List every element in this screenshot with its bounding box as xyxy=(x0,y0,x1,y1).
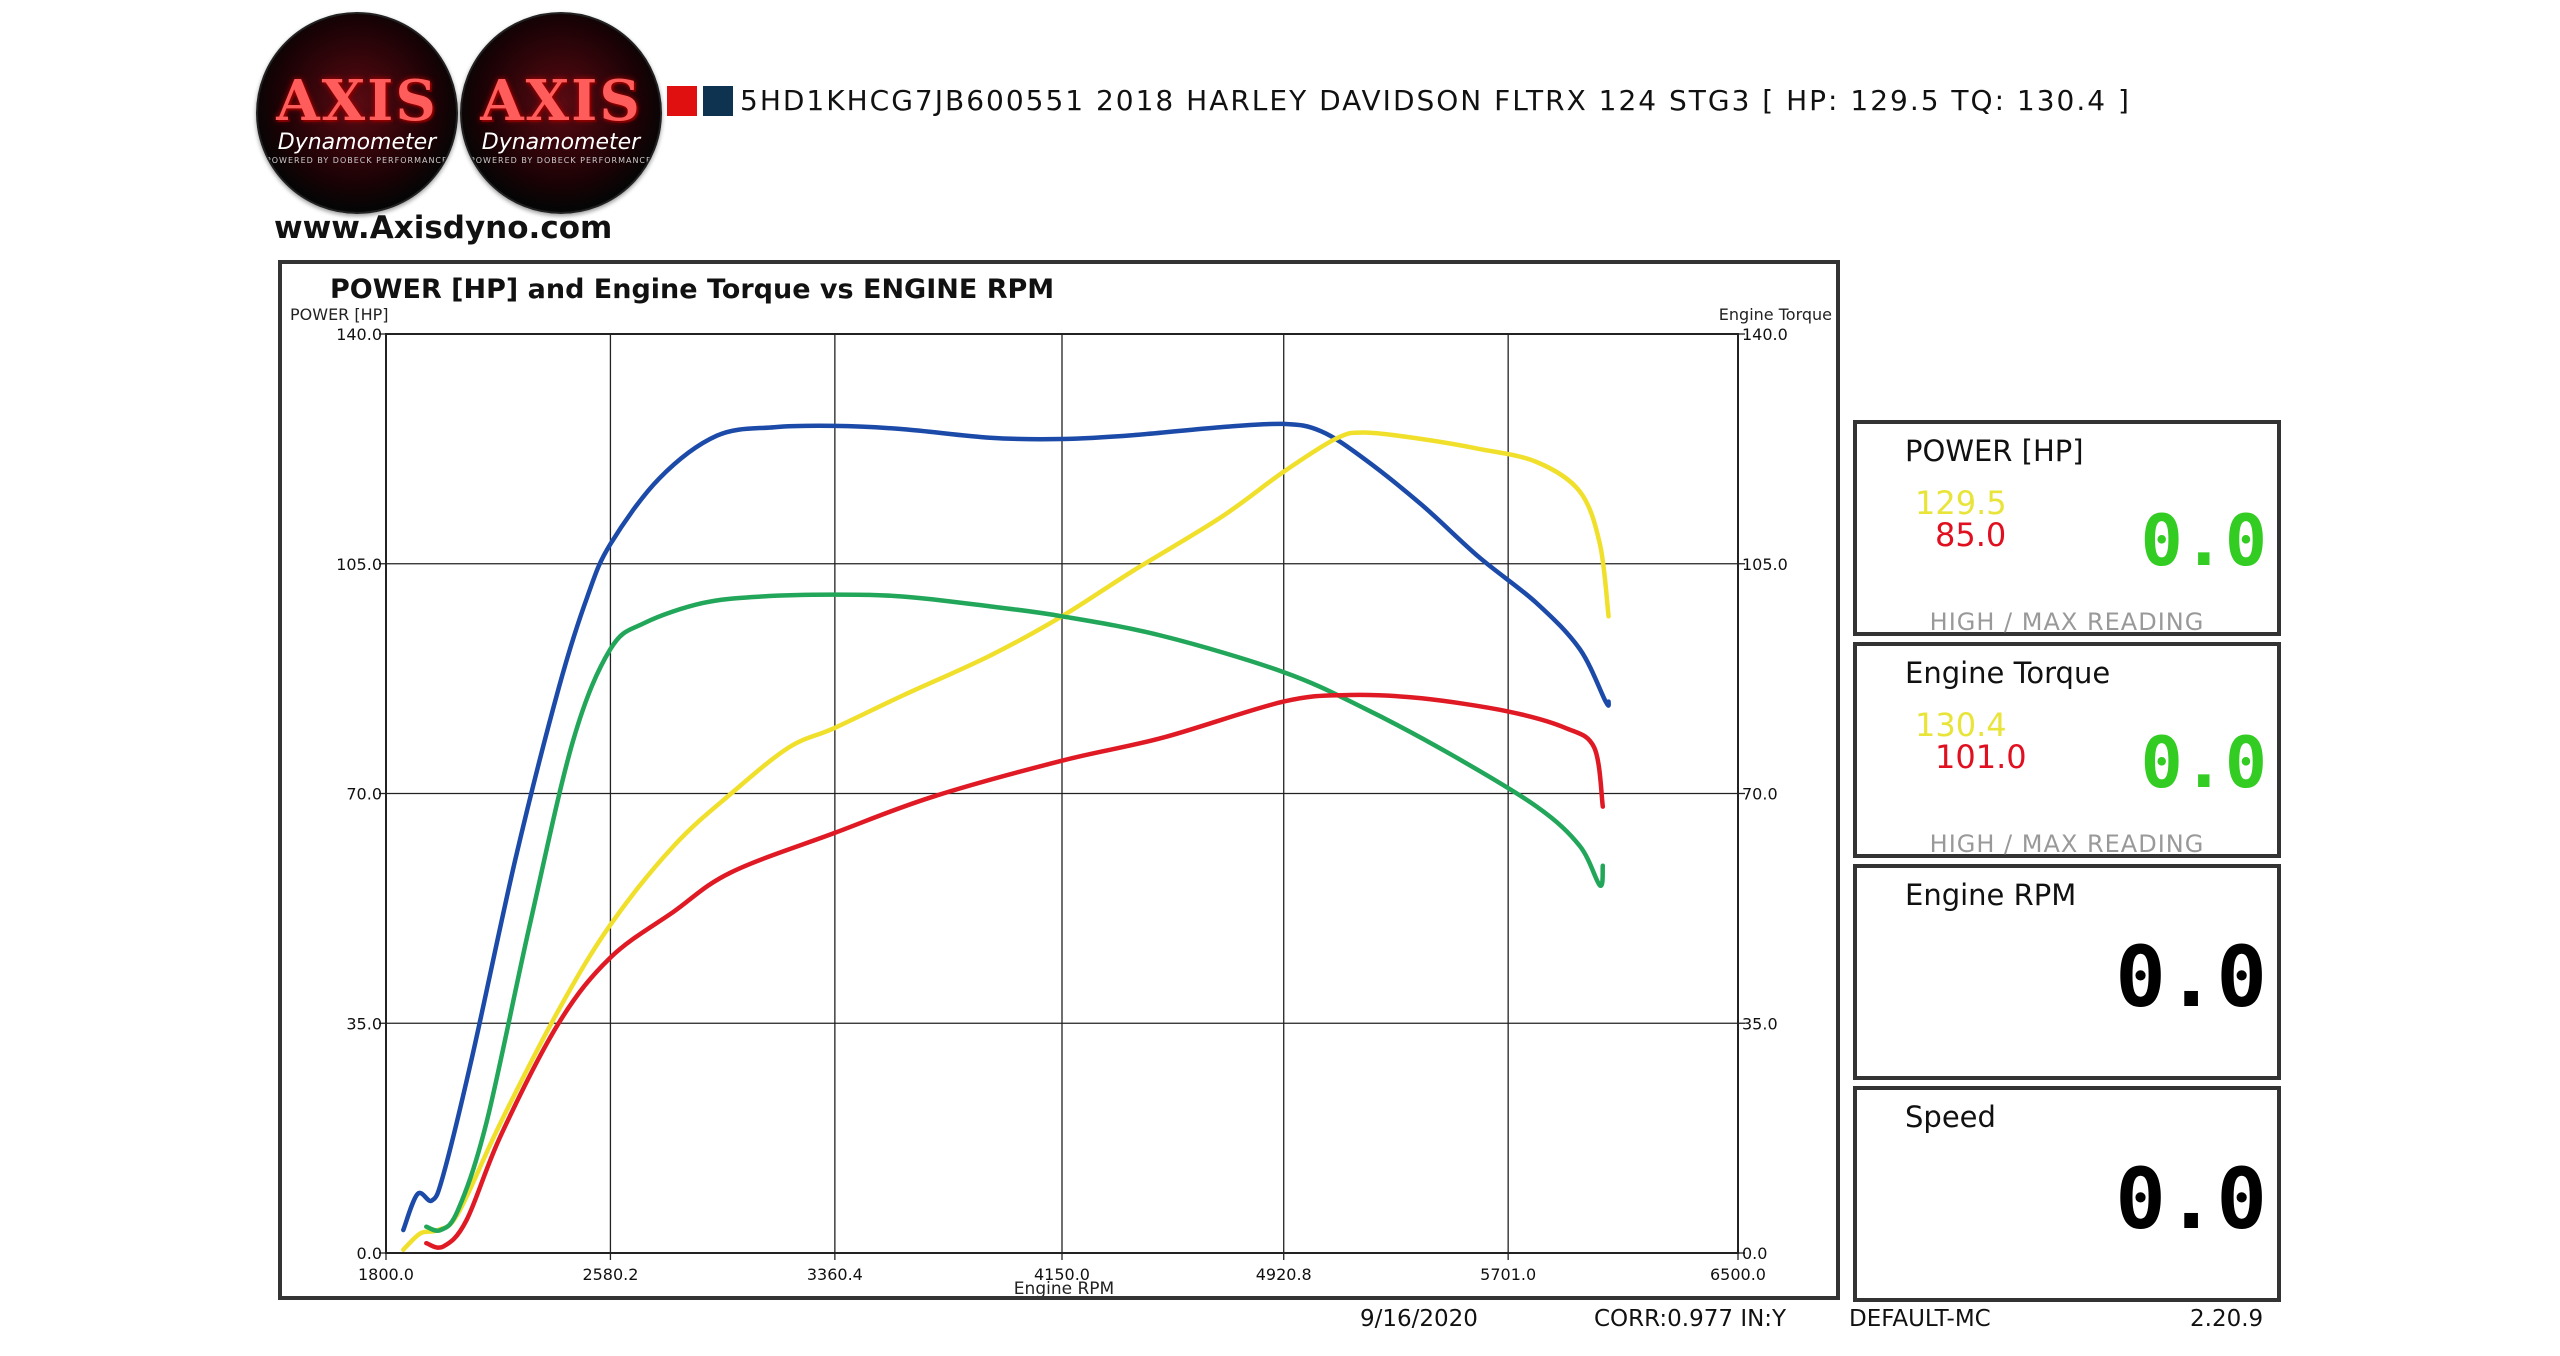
power-high-reading: 129.5 xyxy=(1915,484,2007,522)
run-title: 5HD1KHCG7JB600551 2018 HARLEY DAVIDSON F… xyxy=(740,84,2131,117)
y-tick-label: 0.0 xyxy=(357,1244,382,1263)
y2-tick-label: 105.0 xyxy=(1742,555,1788,574)
speed-panel-title: Speed xyxy=(1905,1100,1996,1134)
torque-panel: Engine Torque 130.4 101.0 0.0 HIGH / MAX… xyxy=(1853,642,2281,858)
x-tick-label: 5701.0 xyxy=(1480,1265,1536,1284)
logo-tagline: POWERED BY DOBECK PERFORMANCE xyxy=(265,156,449,165)
power-live-value: 0.0 xyxy=(2140,500,2267,582)
y-axis-label-left: POWER [HP] xyxy=(290,305,389,324)
series-line-blue xyxy=(401,421,1612,1233)
series-line-yellow xyxy=(401,430,1611,1252)
y2-tick-label: 70.0 xyxy=(1742,785,1778,804)
torque-live-value: 0.0 xyxy=(2140,722,2267,804)
chart-title: POWER [HP] and Engine Torque vs ENGINE R… xyxy=(330,274,1054,305)
speed-panel: Speed 0.0 xyxy=(1853,1086,2281,1302)
x-tick-label: 6500.0 xyxy=(1710,1265,1766,1284)
y2-tick-label: 140.0 xyxy=(1742,325,1788,344)
x-tick-label: 1800.0 xyxy=(358,1265,414,1284)
run-color-swatch-blue xyxy=(703,86,733,116)
series-line-green xyxy=(424,592,1606,1233)
x-tick-label: 3360.4 xyxy=(807,1265,863,1284)
x-tick-label: 4920.8 xyxy=(1256,1265,1312,1284)
axis-logo-right: AXIS Dynamometer POWERED BY DOBECK PERFO… xyxy=(460,12,662,214)
torque-panel-footer: HIGH / MAX READING xyxy=(1929,830,2205,858)
x-axis-label: Engine RPM xyxy=(1014,1279,1114,1296)
power-panel-footer: HIGH / MAX READING xyxy=(1929,608,2205,636)
rpm-panel-title: Engine RPM xyxy=(1905,878,2077,912)
x-tick-label: 4150.0 xyxy=(1034,1265,1090,1284)
rpm-live-value: 0.0 xyxy=(2115,928,2267,1026)
y2-tick-label: 0.0 xyxy=(1742,1244,1767,1263)
dyno-chart-frame: POWER [HP] and Engine Torque vs ENGINE R… xyxy=(278,260,1840,1300)
torque-panel-title: Engine Torque xyxy=(1905,656,2111,690)
power-panel: POWER [HP] 129.5 85.0 0.0 HIGH / MAX REA… xyxy=(1853,420,2281,636)
y-tick-label: 70.0 xyxy=(346,785,382,804)
torque-max-reading: 101.0 xyxy=(1935,738,2027,776)
power-panel-title: POWER [HP] xyxy=(1905,434,2084,468)
dyno-profile: DEFAULT-MC xyxy=(1849,1306,1991,1332)
y-tick-label: 105.0 xyxy=(336,555,382,574)
logo-subtitle: Dynamometer xyxy=(277,130,437,155)
y-axis-label-right: Engine Torque xyxy=(1719,305,1832,324)
series-line-red xyxy=(424,692,1606,1250)
torque-high-reading: 130.4 xyxy=(1915,706,2007,744)
website-link[interactable]: www.Axisdyno.com xyxy=(274,210,613,246)
axis-logo-left: AXIS Dynamometer POWERED BY DOBECK PERFO… xyxy=(256,12,458,214)
power-max-reading: 85.0 xyxy=(1935,516,2007,554)
dyno-chart: POWER [HP] and Engine Torque vs ENGINE R… xyxy=(290,274,1832,1296)
logo-brand: AXIS xyxy=(276,68,438,134)
speed-live-value: 0.0 xyxy=(2115,1150,2267,1248)
software-version: 2.20.9 xyxy=(2190,1306,2264,1332)
correction-factor: CORR:0.977 IN:Y xyxy=(1594,1306,1787,1332)
x-tick-label: 2580.2 xyxy=(582,1265,638,1284)
logo-brand: AXIS xyxy=(480,68,642,134)
y2-tick-label: 35.0 xyxy=(1742,1014,1778,1033)
logo-subtitle: Dynamometer xyxy=(481,130,641,155)
run-color-swatch-red xyxy=(667,86,697,116)
rpm-panel: Engine RPM 0.0 xyxy=(1853,864,2281,1080)
run-date: 9/16/2020 xyxy=(1360,1306,1478,1332)
y-tick-label: 140.0 xyxy=(336,325,382,344)
logo-tagline: POWERED BY DOBECK PERFORMANCE xyxy=(469,156,653,165)
y-tick-label: 35.0 xyxy=(346,1014,382,1033)
